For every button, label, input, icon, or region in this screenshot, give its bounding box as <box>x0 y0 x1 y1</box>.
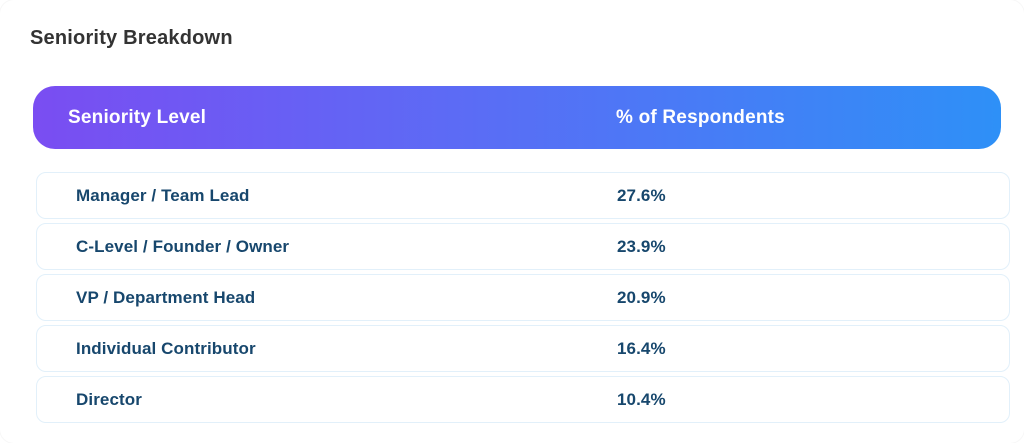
row-value: 20.9% <box>617 287 666 307</box>
column-header-seniority-level: Seniority Level <box>68 106 207 128</box>
row-label: VP / Department Head <box>76 287 256 307</box>
table-row: Individual Contributor 16.4% <box>36 325 1010 372</box>
row-label: Director <box>76 389 142 409</box>
page-title: Seniority Breakdown <box>30 27 233 49</box>
row-label: Individual Contributor <box>76 338 256 358</box>
row-label: C-Level / Founder / Owner <box>76 236 290 256</box>
table-row: C-Level / Founder / Owner 23.9% <box>36 223 1010 270</box>
row-value: 10.4% <box>617 389 666 409</box>
row-value: 27.6% <box>617 185 666 205</box>
table-row: VP / Department Head 20.9% <box>36 274 1010 321</box>
row-value: 16.4% <box>617 338 666 358</box>
table-row: Director 10.4% <box>36 376 1010 423</box>
table-body: Manager / Team Lead 27.6% C-Level / Foun… <box>36 172 1010 427</box>
row-label: Manager / Team Lead <box>76 185 250 205</box>
row-value: 23.9% <box>617 236 666 256</box>
table-header: Seniority Level % of Respondents <box>33 86 1001 149</box>
column-header-pct-of-respondents: % of Respondents <box>616 106 785 128</box>
table-row: Manager / Team Lead 27.6% <box>36 172 1010 219</box>
